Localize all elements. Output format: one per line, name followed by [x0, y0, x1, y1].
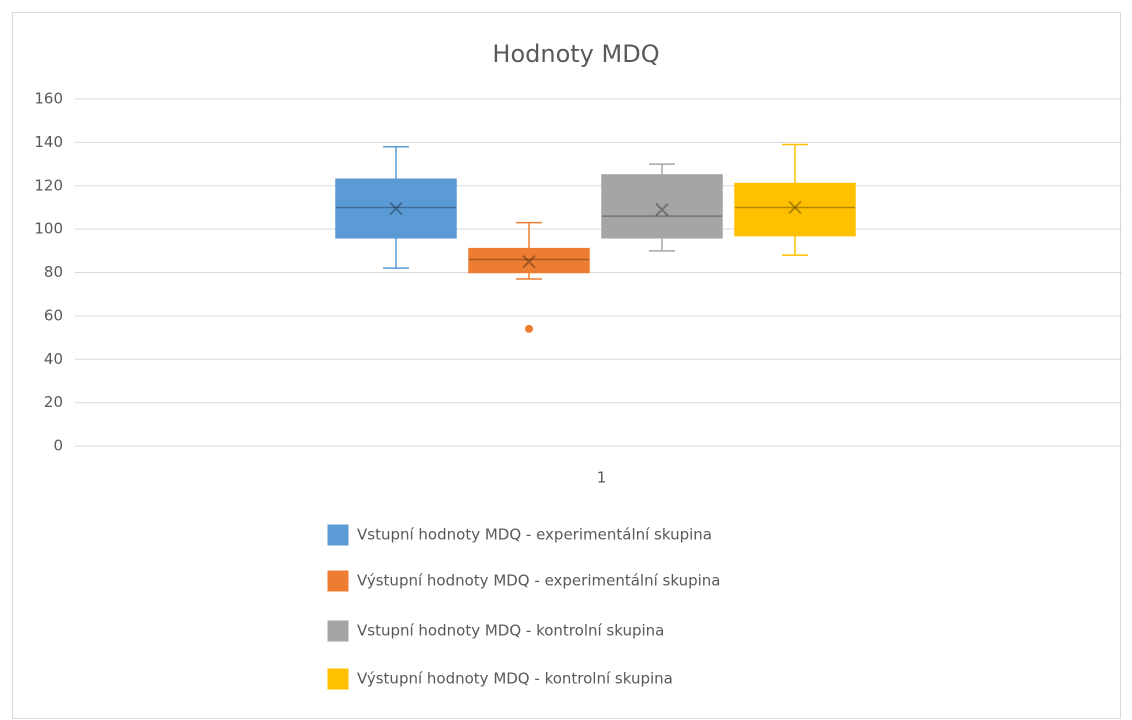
legend-label: Výstupní hodnoty MDQ - experimentální sk…	[357, 572, 720, 590]
box	[335, 178, 457, 239]
y-tick-label: 120	[34, 176, 63, 194]
legend-swatch	[327, 570, 349, 592]
y-tick-label: 80	[44, 263, 63, 281]
legend-swatch	[327, 620, 349, 642]
mean-marker	[389, 201, 403, 216]
y-tick-label: 20	[44, 393, 63, 411]
legend-swatch	[327, 668, 349, 690]
y-tick-label: 160	[34, 90, 63, 108]
chart-border	[12, 12, 1121, 719]
y-tick-label: 0	[53, 437, 63, 455]
box	[468, 247, 590, 274]
y-tick-label: 100	[34, 220, 63, 238]
box	[734, 182, 856, 237]
box	[601, 174, 723, 239]
y-tick-label: 60	[44, 306, 63, 324]
y-tick-label: 140	[34, 133, 63, 151]
y-tick-label: 40	[44, 350, 63, 368]
legend-label: Vstupní hodnoty MDQ - kontrolní skupina	[357, 622, 664, 640]
legend-label: Výstupní hodnoty MDQ - kontrolní skupina	[357, 670, 673, 688]
x-tick-label: 1	[597, 469, 607, 487]
mean-marker	[522, 254, 536, 269]
outlier	[525, 324, 533, 333]
chart-title: Hodnoty MDQ	[492, 40, 659, 68]
legend-swatch	[327, 524, 349, 546]
mean-marker	[788, 200, 802, 215]
legend-label: Vstupní hodnoty MDQ - experimentální sku…	[357, 526, 712, 544]
mean-marker	[655, 202, 669, 217]
